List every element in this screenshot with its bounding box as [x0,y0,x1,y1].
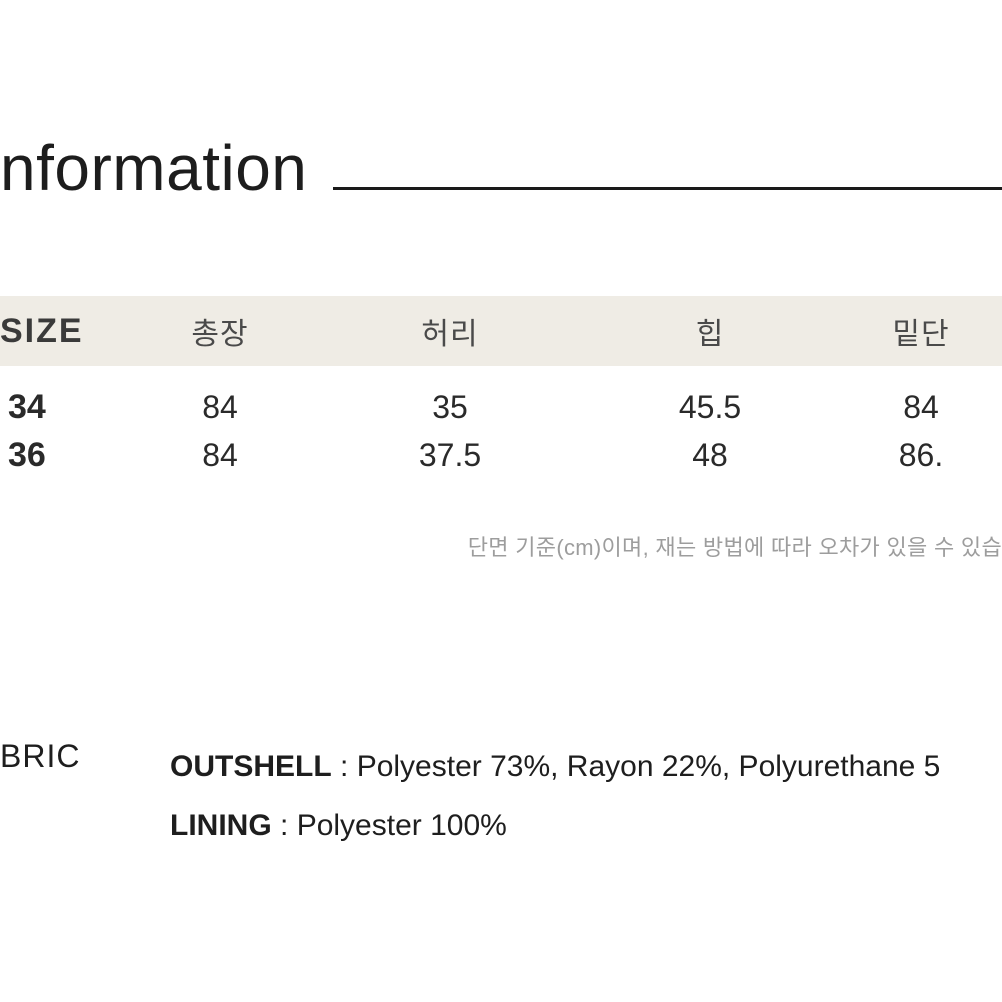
size-table: SIZE 총장 허리 힙 밑단 34 84 35 45.5 84 36 84 3… [0,296,1002,483]
fabric-lines: OUTSHELL : Polyester 73%, Rayon 22%, Pol… [170,738,1002,855]
col-hem: 밑단 [840,296,1002,366]
col-size: SIZE [0,296,120,366]
cell-length: 84 [120,366,320,427]
cell-hem: 84 [840,366,1002,427]
col-waist: 허리 [320,296,580,366]
fabric-line: LINING : Polyester 100% [170,797,1002,856]
fabric-line-name: OUTSHELL [170,750,332,783]
cell-length: 84 [120,427,320,483]
table-row: 34 84 35 45.5 84 [0,366,1002,427]
fabric-line-value: Polyester 100% [297,809,507,842]
cell-hip: 48 [580,427,840,483]
title-rule [333,187,1002,190]
cell-hem: 86. [840,427,1002,483]
cell-size: 36 [0,427,120,483]
col-length: 총장 [120,296,320,366]
fabric-line-value: Polyester 73%, Rayon 22%, Polyurethane 5 [357,750,941,783]
cell-hip: 45.5 [580,366,840,427]
cell-waist: 37.5 [320,427,580,483]
fabric-line: OUTSHELL : Polyester 73%, Rayon 22%, Pol… [170,738,1002,797]
fabric-line-sep: : [272,809,297,842]
fabric-line-name: LINING [170,809,272,842]
fabric-block: BRIC OUTSHELL : Polyester 73%, Rayon 22%… [0,738,1002,855]
col-hip: 힙 [580,296,840,366]
table-note: 단면 기준(cm)이며, 재는 방법에 따라 오차가 있을 수 있습 [0,530,1002,562]
fabric-line-sep: : [332,750,357,783]
table-header-row: SIZE 총장 허리 힙 밑단 [0,296,1002,366]
table-row: 36 84 37.5 48 86. [0,427,1002,483]
cell-size: 34 [0,366,120,427]
title-row: nformation [0,136,1002,200]
cell-waist: 35 [320,366,580,427]
page-title: nformation [0,136,307,200]
fabric-label: BRIC [0,738,170,855]
page-root: nformation SIZE 총장 허리 힙 밑단 34 84 35 45.5… [0,0,1002,1002]
